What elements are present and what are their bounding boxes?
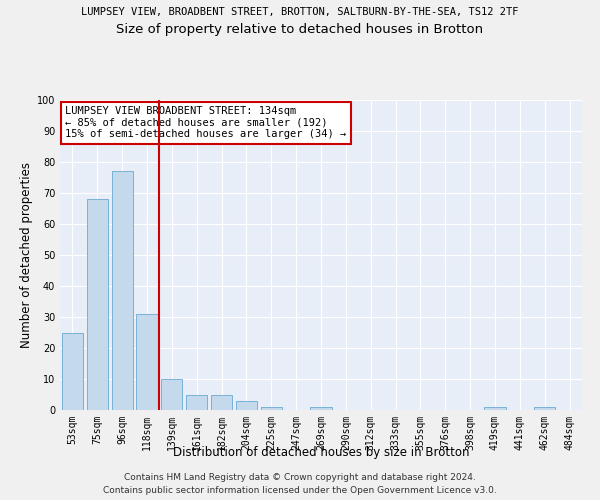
Bar xyxy=(261,407,282,410)
Bar xyxy=(310,407,332,410)
Text: Contains HM Land Registry data © Crown copyright and database right 2024.
Contai: Contains HM Land Registry data © Crown c… xyxy=(103,474,497,495)
Y-axis label: Number of detached properties: Number of detached properties xyxy=(20,162,32,348)
Bar xyxy=(484,407,506,410)
Bar xyxy=(136,314,158,410)
Text: Size of property relative to detached houses in Brotton: Size of property relative to detached ho… xyxy=(116,22,484,36)
Text: LUMPSEY VIEW BROADBENT STREET: 134sqm
← 85% of detached houses are smaller (192): LUMPSEY VIEW BROADBENT STREET: 134sqm ← … xyxy=(65,106,346,140)
Text: LUMPSEY VIEW, BROADBENT STREET, BROTTON, SALTBURN-BY-THE-SEA, TS12 2TF: LUMPSEY VIEW, BROADBENT STREET, BROTTON,… xyxy=(81,8,519,18)
Bar xyxy=(236,400,257,410)
Bar xyxy=(211,394,232,410)
Bar xyxy=(161,379,182,410)
Bar xyxy=(112,172,133,410)
Bar xyxy=(87,199,108,410)
Text: Distribution of detached houses by size in Brotton: Distribution of detached houses by size … xyxy=(173,446,469,459)
Bar xyxy=(534,407,555,410)
Bar xyxy=(186,394,207,410)
Bar xyxy=(62,332,83,410)
